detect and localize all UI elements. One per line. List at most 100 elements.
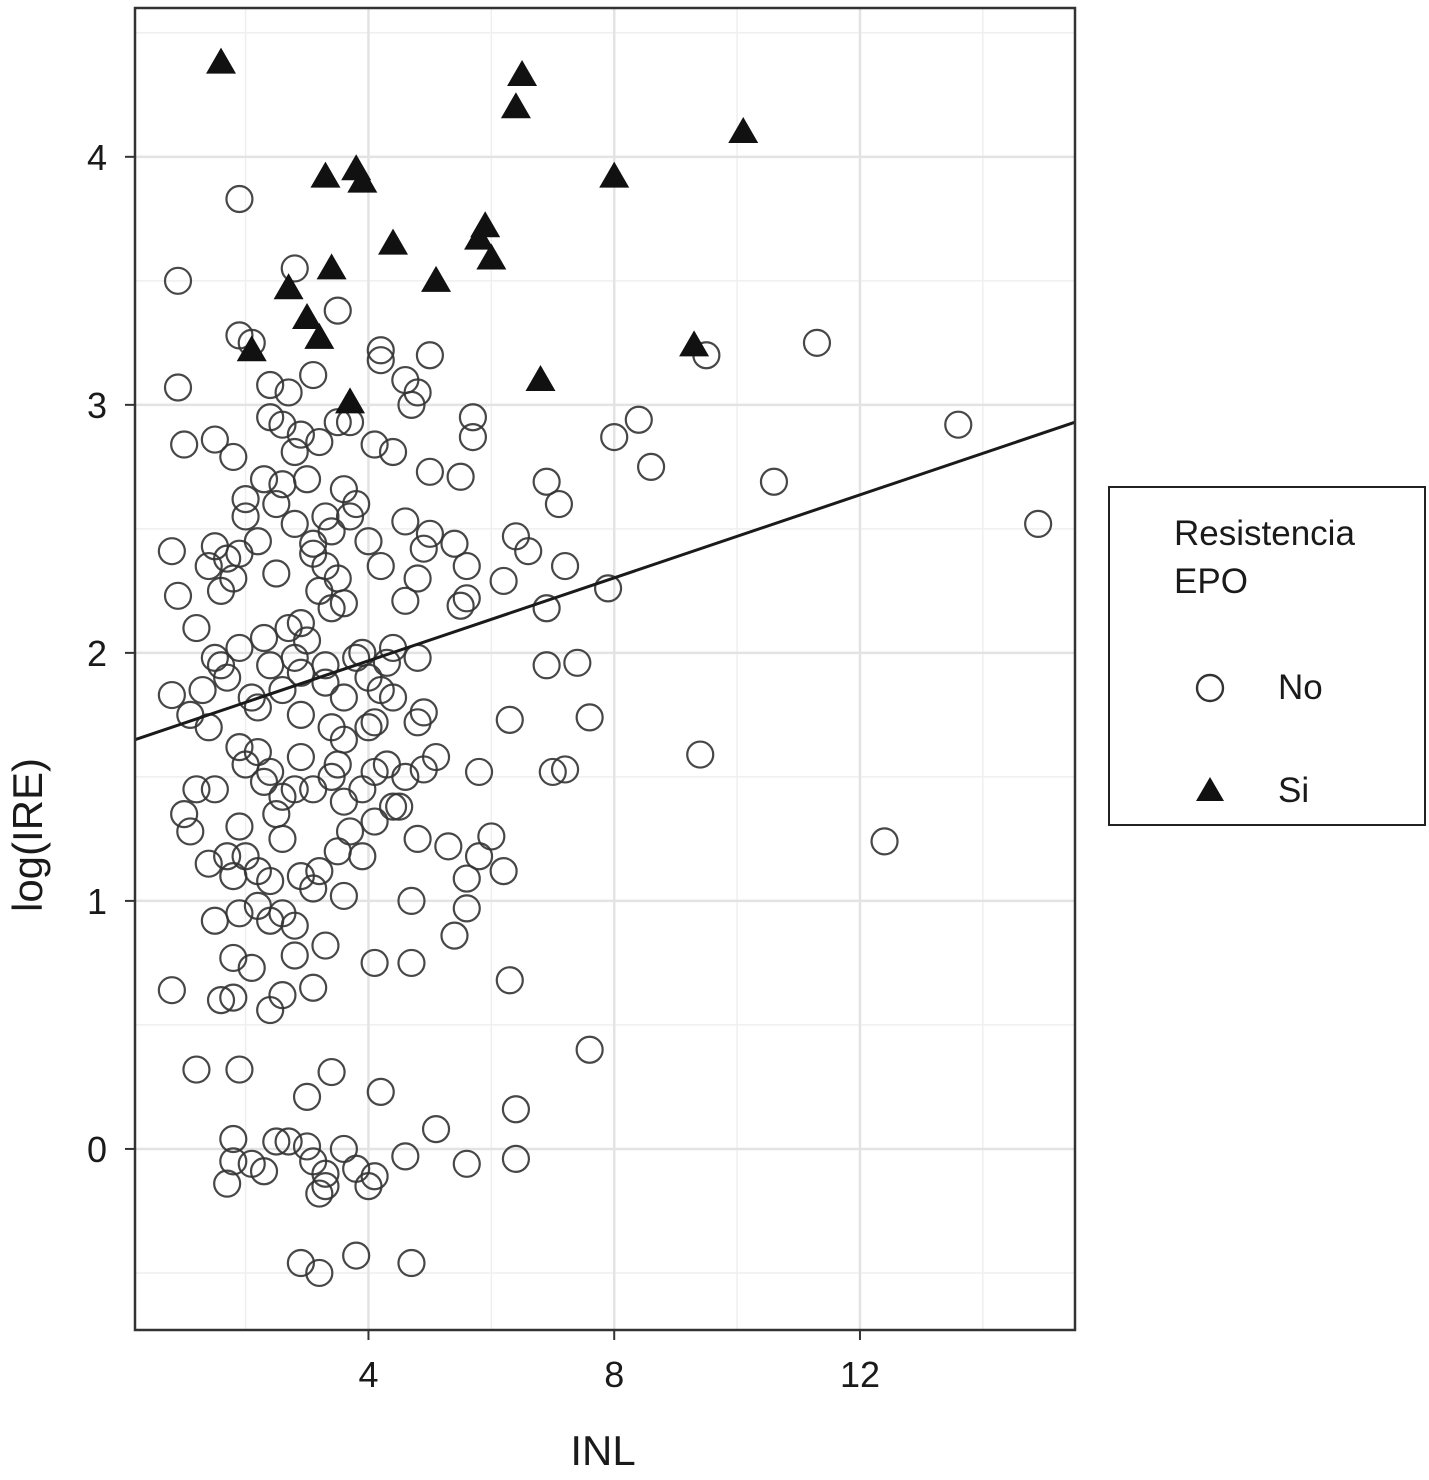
data-point-no bbox=[256, 866, 285, 896]
data-point-no bbox=[219, 1147, 248, 1176]
data-point-no bbox=[354, 713, 383, 742]
data-point-no bbox=[452, 551, 481, 581]
data-point-no bbox=[360, 1162, 389, 1191]
data-point-no bbox=[280, 911, 309, 940]
data-point-no bbox=[280, 775, 309, 804]
data-point-no bbox=[458, 403, 488, 432]
legend-title: Resistencia EPO bbox=[1174, 510, 1424, 606]
data-point-si bbox=[292, 303, 323, 330]
data-point-no bbox=[366, 675, 395, 705]
legend-label-no: No bbox=[1278, 668, 1323, 707]
data-point-no bbox=[286, 609, 315, 638]
open-circle-icon bbox=[1195, 673, 1225, 703]
data-point-no bbox=[305, 857, 334, 886]
data-point-no bbox=[200, 425, 229, 454]
data-point-no bbox=[219, 1124, 248, 1154]
data-point-no bbox=[299, 539, 328, 568]
data-point-no bbox=[274, 613, 303, 643]
data-point-no bbox=[489, 566, 518, 596]
data-point-no bbox=[360, 807, 389, 836]
data-point-no bbox=[286, 700, 315, 729]
data-point-no bbox=[213, 1169, 242, 1198]
data-point-no bbox=[268, 675, 297, 705]
data-point-no bbox=[292, 1082, 322, 1111]
y-axis-title: log(IRE) bbox=[4, 758, 51, 912]
series-no-points bbox=[157, 184, 1053, 1288]
data-point-no bbox=[348, 842, 377, 871]
data-point-si bbox=[599, 161, 630, 188]
data-point-si bbox=[378, 228, 409, 255]
data-point-no bbox=[305, 427, 334, 457]
data-point-no bbox=[538, 757, 567, 787]
data-point-no bbox=[182, 1055, 211, 1084]
data-point-no bbox=[342, 643, 371, 672]
data-point-no bbox=[299, 973, 328, 1002]
data-point-no bbox=[372, 648, 401, 677]
data-point-no bbox=[944, 410, 973, 439]
y-tick-label: 0 bbox=[87, 1129, 107, 1170]
data-point-si bbox=[476, 243, 507, 270]
minor-gridlines bbox=[135, 8, 1075, 1330]
series-si-points bbox=[206, 47, 759, 414]
data-point-no bbox=[188, 675, 217, 705]
data-point-no bbox=[600, 422, 629, 452]
x-tick-label: 12 bbox=[840, 1354, 880, 1395]
data-point-no bbox=[280, 509, 309, 539]
data-point-no bbox=[329, 683, 358, 712]
data-point-si bbox=[507, 59, 538, 86]
data-point-no bbox=[397, 1248, 426, 1278]
data-point-no bbox=[305, 1258, 334, 1288]
data-point-no bbox=[532, 594, 561, 623]
data-point-no bbox=[262, 799, 291, 829]
data-point-no bbox=[440, 921, 469, 950]
data-point-no bbox=[163, 266, 193, 295]
data-point-no bbox=[464, 757, 494, 787]
data-point-no bbox=[563, 648, 592, 677]
data-point-no bbox=[311, 651, 340, 680]
data-point-no bbox=[624, 405, 653, 434]
data-point-no bbox=[256, 757, 285, 787]
data-point-no bbox=[219, 943, 248, 973]
data-point-si bbox=[347, 166, 378, 193]
data-point-no bbox=[237, 683, 266, 712]
data-point-no bbox=[366, 1077, 395, 1106]
data-point-no bbox=[366, 551, 395, 581]
x-tick-label: 4 bbox=[358, 1354, 378, 1395]
data-point-si bbox=[525, 365, 556, 392]
data-point-no bbox=[299, 529, 328, 558]
data-point-no bbox=[686, 740, 715, 769]
data-point-no bbox=[311, 1159, 340, 1188]
data-point-no bbox=[360, 757, 389, 787]
data-point-no bbox=[194, 849, 223, 878]
data-point-no bbox=[249, 623, 279, 653]
data-point-no bbox=[317, 1057, 346, 1087]
y-tick-label: 1 bbox=[87, 881, 107, 922]
data-point-no bbox=[575, 703, 604, 732]
data-point-no bbox=[458, 422, 488, 452]
data-point-no bbox=[280, 941, 309, 970]
data-point-no bbox=[366, 336, 395, 365]
y-tick-label: 3 bbox=[87, 385, 107, 426]
data-point-no bbox=[256, 370, 285, 400]
data-point-no bbox=[200, 775, 229, 804]
data-point-no bbox=[163, 373, 193, 402]
y-axis-ticks: 0 1 2 3 4 bbox=[87, 137, 135, 1170]
data-point-no bbox=[452, 864, 481, 893]
y-tick-label: 2 bbox=[87, 633, 107, 674]
trend-line bbox=[134, 420, 1076, 742]
data-point-no bbox=[452, 894, 481, 923]
data-point-no bbox=[317, 594, 346, 623]
data-point-no bbox=[292, 1132, 322, 1161]
data-point-no bbox=[532, 651, 561, 680]
data-point-no bbox=[231, 484, 260, 514]
data-point-no bbox=[262, 559, 291, 588]
data-point-no bbox=[176, 817, 205, 846]
data-point-no bbox=[440, 529, 469, 558]
data-point-no bbox=[206, 986, 236, 1015]
data-point-no bbox=[329, 787, 358, 816]
data-point-si bbox=[500, 92, 531, 119]
data-point-no bbox=[409, 698, 438, 727]
data-point-no bbox=[495, 705, 524, 734]
data-point-no bbox=[194, 551, 223, 581]
